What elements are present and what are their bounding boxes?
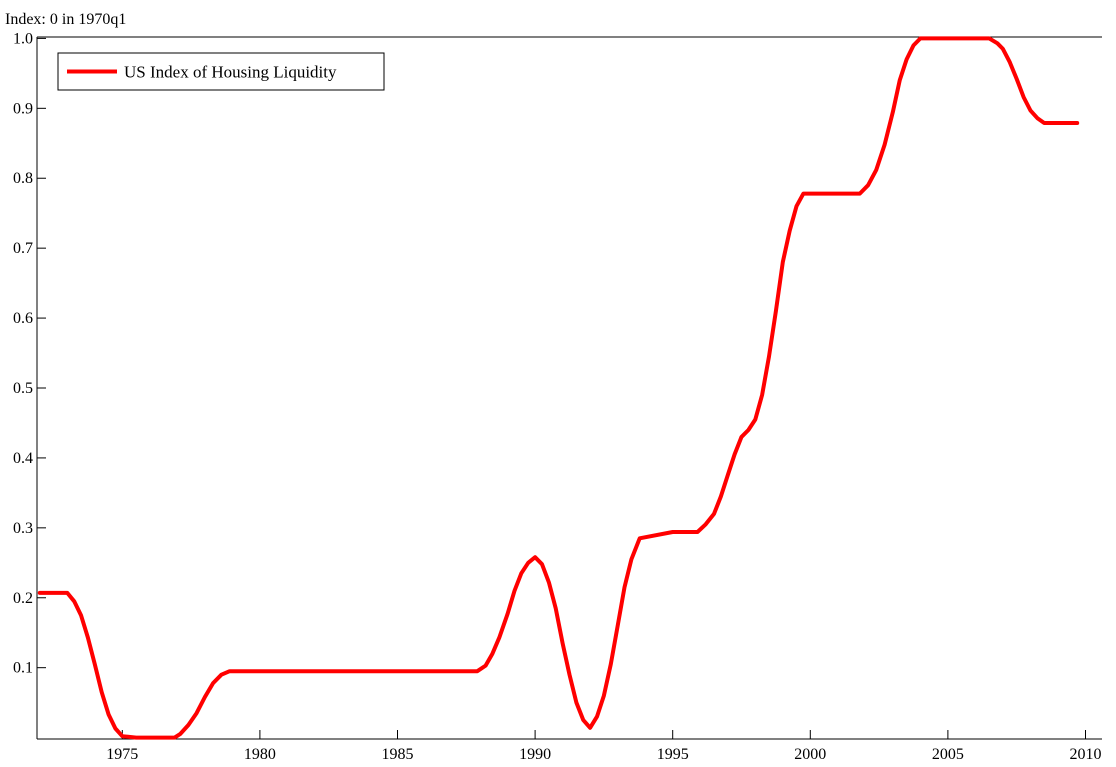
x-tick-label: 1980 xyxy=(244,746,276,763)
y-tick-label: 0.1 xyxy=(13,660,33,677)
y-tick-label: 0.6 xyxy=(13,310,33,327)
x-tick-label: 1985 xyxy=(382,746,414,763)
y-tick-label: 0.4 xyxy=(13,450,33,467)
legend: US Index of Housing Liquidity xyxy=(57,52,385,91)
x-tick-label: 2000 xyxy=(794,746,826,763)
ticks: 1975 1980 1985 1990 1995 2000 2005 2010 0.1 0.2 0.… xyxy=(13,30,1101,763)
x-tick-label: 2005 xyxy=(932,746,964,763)
y-tick-label: 0.2 xyxy=(13,590,33,607)
series xyxy=(37,36,1080,740)
axes xyxy=(36,36,1102,740)
x-tick-label: 2010 xyxy=(1069,746,1101,763)
y-tick-label: 0.8 xyxy=(13,170,33,187)
x-tick-label: 1990 xyxy=(519,746,551,763)
y-tick-label: 0.5 xyxy=(13,380,33,397)
y-tick-label: 0.3 xyxy=(13,520,33,537)
series-line xyxy=(37,36,1080,740)
x-tick-label: 1995 xyxy=(657,746,689,763)
y-tick-label: 0.9 xyxy=(13,100,33,117)
y-tick-label: 1.0 xyxy=(13,30,33,47)
x-tick-label: 1975 xyxy=(106,746,138,763)
y-tick-label: 0.7 xyxy=(13,240,33,257)
y-unit-label: Index: 0 in 1970q1 xyxy=(5,11,126,28)
legend-label: US Index of Housing Liquidity xyxy=(124,63,337,82)
